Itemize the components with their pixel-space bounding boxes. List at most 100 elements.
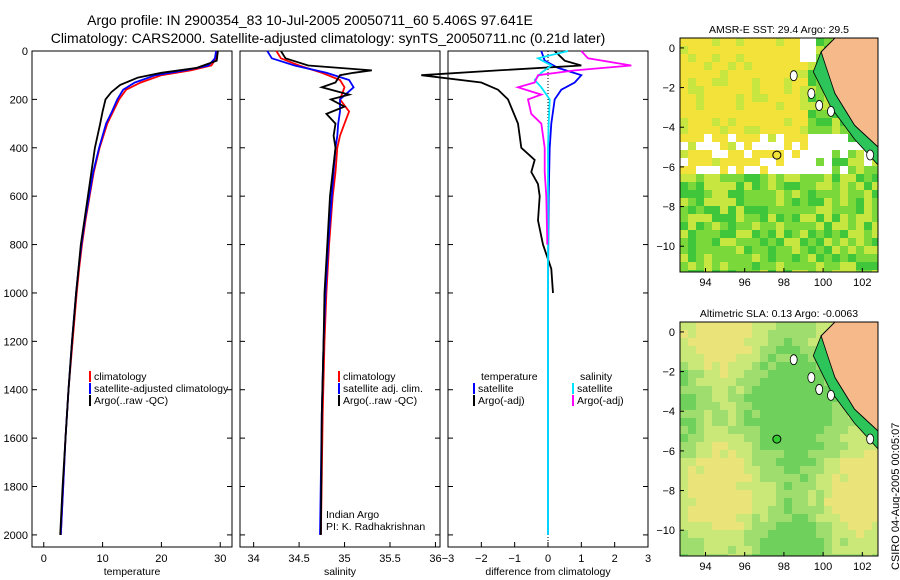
sst_map-cell — [760, 62, 768, 70]
sst_map-cell — [744, 70, 752, 78]
sla_map-cell — [696, 530, 704, 538]
sla_map-cell — [744, 338, 752, 346]
sla_map-cell — [712, 378, 720, 386]
sst_map-cell — [696, 78, 704, 86]
sst_map-cell — [776, 150, 784, 158]
sla_map-cell — [832, 418, 840, 426]
sst_map-island — [815, 100, 824, 111]
temperature-ytick-label: 1800 — [4, 482, 28, 494]
sst_map-cell — [720, 94, 728, 102]
sla_map-cell — [840, 474, 848, 482]
sst_map-cell — [688, 246, 696, 254]
sst_map-cell — [784, 206, 792, 214]
sla_map-cell — [856, 514, 864, 522]
sst_map-cell — [776, 54, 784, 62]
sla_map-cell — [784, 402, 792, 410]
sla_map-cell — [808, 434, 816, 442]
sst_map-cell — [728, 206, 736, 214]
sst_map-cell — [832, 158, 840, 166]
sst_map-cell — [776, 254, 784, 262]
sst_map-cell — [688, 166, 696, 174]
sst_map-cell — [872, 238, 878, 246]
sst_map-cell — [696, 134, 704, 142]
sla_map-cell — [752, 426, 760, 434]
sla_map-cell — [688, 362, 696, 370]
sst_map-cell — [712, 262, 720, 270]
sst_map-cell — [872, 190, 878, 198]
sst_map-cell — [816, 86, 824, 94]
sla_map-cell — [792, 546, 800, 554]
sst_map-title: AMSR-E SST: 29.4 Argo: 29.5 — [709, 24, 849, 36]
sst_map-cell — [768, 270, 776, 272]
sst_map-cell — [760, 46, 768, 54]
sst_map-cell — [792, 270, 800, 272]
sla_map-cell — [712, 442, 720, 450]
sla_map-cell — [680, 370, 688, 378]
sla_map-cell — [680, 410, 688, 418]
difference-series-salinity-argo-adj- — [514, 50, 632, 245]
sla_map-cell — [720, 450, 728, 458]
sla_map-cell — [688, 386, 696, 394]
sla_map-cell — [680, 362, 688, 370]
sst_map-cell — [800, 166, 808, 174]
sst_map-cell — [704, 190, 712, 198]
sla_map-cell — [680, 514, 688, 522]
sst_map-cell — [776, 70, 784, 78]
sla_map-cell — [728, 514, 736, 522]
sla_map-cell — [752, 530, 760, 538]
sla_map-cell — [872, 450, 878, 458]
sst_map-cell — [848, 158, 856, 166]
sst_map-cell — [808, 78, 816, 86]
sst_map-cell — [824, 158, 832, 166]
sla_map-cell — [752, 498, 760, 506]
sst_map-cell — [712, 70, 720, 78]
sst_map-cell — [768, 38, 776, 46]
sla_map-cell — [688, 506, 696, 514]
sst_map-cell — [688, 198, 696, 206]
sla_map-cell — [704, 546, 712, 554]
sst_map-cell — [712, 38, 720, 46]
sla_map-cell — [696, 434, 704, 442]
sla_map-cell — [824, 402, 832, 410]
temperature-xtick-label: 20 — [155, 553, 167, 565]
sst_map-cell — [728, 238, 736, 246]
sla_map-cell — [768, 530, 776, 538]
sst_map-cell — [680, 78, 688, 86]
sla_map-cell — [776, 498, 784, 506]
sla_map-cell — [752, 354, 760, 362]
sla_map-cell — [848, 538, 856, 546]
sst_map-cell — [800, 182, 808, 190]
sst_map-cell — [808, 142, 816, 150]
sst_map-cell — [824, 214, 832, 222]
sst_map-cell — [864, 270, 872, 272]
temperature-xlabel: temperature — [104, 566, 161, 578]
sst_map-cell — [680, 94, 688, 102]
sla_map-cell — [728, 346, 736, 354]
sst_map-cell — [832, 262, 840, 270]
sst_map-cell — [856, 238, 864, 246]
sla_map-cell — [784, 394, 792, 402]
salinity-annotation-1: Indian Argo — [326, 509, 379, 521]
sla_map-cell — [776, 458, 784, 466]
sst_map-cell — [680, 270, 688, 272]
sst_map-cell — [712, 214, 720, 222]
sst_map-cell — [728, 174, 736, 182]
sla_map-cell — [720, 426, 728, 434]
sst_map-cell — [768, 150, 776, 158]
sst_map-cell — [800, 142, 808, 150]
sla_map-cell — [752, 362, 760, 370]
sla_map-island — [815, 384, 824, 395]
sla_map-cell — [784, 442, 792, 450]
sla_map-cell — [856, 458, 864, 466]
sst_map-cell — [776, 206, 784, 214]
sla_map-cell — [824, 322, 832, 330]
sst_map-cell — [776, 86, 784, 94]
sla_map-cell — [704, 482, 712, 490]
sst_map-cell — [864, 222, 872, 230]
difference-legend-right-2-label: satellite — [577, 383, 613, 395]
sla_map-cell — [720, 322, 728, 330]
sst_map-cell — [816, 222, 824, 230]
sst_map-cell — [808, 230, 816, 238]
temperature-legend-3-label: Argo(..raw -QC) — [94, 395, 168, 407]
sst_map-cell — [736, 150, 744, 158]
